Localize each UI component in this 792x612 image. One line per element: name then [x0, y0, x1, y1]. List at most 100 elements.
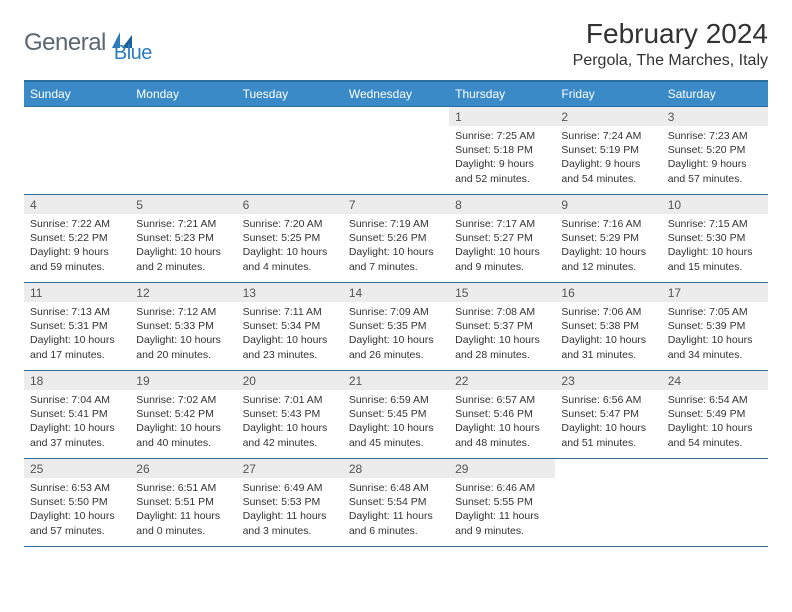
daylight-text: Daylight: 10 hours and 26 minutes. — [349, 333, 443, 361]
day-data: Sunrise: 7:05 AMSunset: 5:39 PMDaylight:… — [662, 302, 768, 366]
sunrise-text: Sunrise: 6:48 AM — [349, 481, 443, 495]
sunset-text: Sunset: 5:55 PM — [455, 495, 549, 509]
day-number: 3 — [662, 107, 768, 126]
location-label: Pergola, The Marches, Italy — [573, 52, 768, 70]
daylight-text: Daylight: 9 hours and 54 minutes. — [561, 157, 655, 185]
calendar-day-cell: 19 Sunrise: 7:02 AMSunset: 5:42 PMDayligh… — [130, 371, 236, 459]
day-number: 1 — [449, 107, 555, 126]
sunrise-text: Sunrise: 7:06 AM — [561, 305, 655, 319]
sunrise-text: Sunrise: 6:54 AM — [668, 393, 762, 407]
calendar-day-cell: .. — [662, 459, 768, 547]
weekday-header: Friday — [555, 81, 661, 107]
calendar-day-cell: 6Sunrise: 7:20 AMSunset: 5:25 PMDaylight… — [237, 195, 343, 283]
day-number: 25 — [24, 459, 130, 478]
sunrise-text: Sunrise: 6:59 AM — [349, 393, 443, 407]
daylight-text: Daylight: 10 hours and 42 minutes. — [243, 421, 337, 449]
calendar-day-cell: 1 Sunrise: 7:25 AMSunset: 5:18 PMDaylight… — [449, 107, 555, 195]
day-number: 7 — [343, 195, 449, 214]
sunrise-text: Sunrise: 7:02 AM — [136, 393, 230, 407]
weekday-header: Thursday — [449, 81, 555, 107]
sunrise-text: Sunrise: 7:11 AM — [243, 305, 337, 319]
sunrise-text: Sunrise: 7:20 AM — [243, 217, 337, 231]
sunset-text: Sunset: 5:20 PM — [668, 143, 762, 157]
sunset-text: Sunset: 5:43 PM — [243, 407, 337, 421]
calendar-day-cell: 10Sunrise: 7:15 AMSunset: 5:30 PMDayligh… — [662, 195, 768, 283]
day-number: 29 — [449, 459, 555, 478]
day-data: Sunrise: 7:19 AMSunset: 5:26 PMDaylight:… — [343, 214, 449, 278]
daylight-text: Daylight: 9 hours and 57 minutes. — [668, 157, 762, 185]
day-data: Sunrise: 6:56 AMSunset: 5:47 PMDaylight:… — [555, 390, 661, 454]
day-number: 14 — [343, 283, 449, 302]
sunset-text: Sunset: 5:19 PM — [561, 143, 655, 157]
day-data: Sunrise: 7:21 AMSunset: 5:23 PMDaylight:… — [130, 214, 236, 278]
calendar-day-cell: .. — [24, 107, 130, 195]
day-data: Sunrise: 7:04 AMSunset: 5:41 PMDaylight:… — [24, 390, 130, 454]
day-data: Sunrise: 7:11 AMSunset: 5:34 PMDaylight:… — [237, 302, 343, 366]
daylight-text: Daylight: 10 hours and 54 minutes. — [668, 421, 762, 449]
sunset-text: Sunset: 5:54 PM — [349, 495, 443, 509]
sunset-text: Sunset: 5:34 PM — [243, 319, 337, 333]
sunset-text: Sunset: 5:41 PM — [30, 407, 124, 421]
daylight-text: Daylight: 9 hours and 52 minutes. — [455, 157, 549, 185]
day-number: 26 — [130, 459, 236, 478]
day-data: Sunrise: 7:24 AMSunset: 5:19 PMDaylight:… — [555, 126, 661, 190]
calendar-day-cell: 15Sunrise: 7:08 AMSunset: 5:37 PMDayligh… — [449, 283, 555, 371]
sunset-text: Sunset: 5:49 PM — [668, 407, 762, 421]
calendar-day-cell: 9Sunrise: 7:16 AMSunset: 5:29 PMDaylight… — [555, 195, 661, 283]
sunset-text: Sunset: 5:47 PM — [561, 407, 655, 421]
day-data: Sunrise: 6:49 AMSunset: 5:53 PMDaylight:… — [237, 478, 343, 542]
calendar-week-row: ........1Sunrise: 7:25 AMSunset: 5:18 PM… — [24, 107, 768, 195]
day-number: 24 — [662, 371, 768, 390]
sunrise-text: Sunrise: 7:13 AM — [30, 305, 124, 319]
day-number: 28 — [343, 459, 449, 478]
sunset-text: Sunset: 5:18 PM — [455, 143, 549, 157]
daylight-text: Daylight: 10 hours and 37 minutes. — [30, 421, 124, 449]
day-number: 2 — [555, 107, 661, 126]
calendar-day-cell: 18Sunrise: 7:04 AMSunset: 5:41 PMDayligh… — [24, 371, 130, 459]
day-number: 19 — [130, 371, 236, 390]
sunset-text: Sunset: 5:39 PM — [668, 319, 762, 333]
calendar-day-cell: .. — [343, 107, 449, 195]
sunrise-text: Sunrise: 7:23 AM — [668, 129, 762, 143]
daylight-text: Daylight: 10 hours and 51 minutes. — [561, 421, 655, 449]
daylight-text: Daylight: 10 hours and 15 minutes. — [668, 245, 762, 273]
calendar-day-cell: 14Sunrise: 7:09 AMSunset: 5:35 PMDayligh… — [343, 283, 449, 371]
calendar-day-cell: 5Sunrise: 7:21 AMSunset: 5:23 PMDaylight… — [130, 195, 236, 283]
calendar-week-row: 18Sunrise: 7:04 AMSunset: 5:41 PMDayligh… — [24, 371, 768, 459]
sunset-text: Sunset: 5:23 PM — [136, 231, 230, 245]
calendar-day-cell: .. — [130, 107, 236, 195]
calendar-day-cell: 7Sunrise: 7:19 AMSunset: 5:26 PMDaylight… — [343, 195, 449, 283]
daylight-text: Daylight: 11 hours and 0 minutes. — [136, 509, 230, 537]
sunset-text: Sunset: 5:42 PM — [136, 407, 230, 421]
month-title: February 2024 — [573, 18, 768, 50]
day-data: Sunrise: 7:08 AMSunset: 5:37 PMDaylight:… — [449, 302, 555, 366]
sunrise-text: Sunrise: 7:22 AM — [30, 217, 124, 231]
sunset-text: Sunset: 5:22 PM — [30, 231, 124, 245]
weekday-header: Sunday — [24, 81, 130, 107]
logo-text-1: General — [24, 29, 106, 57]
daylight-text: Daylight: 10 hours and 31 minutes. — [561, 333, 655, 361]
day-number: 5 — [130, 195, 236, 214]
daylight-text: Daylight: 10 hours and 40 minutes. — [136, 421, 230, 449]
calendar-day-cell: 26Sunrise: 6:51 AMSunset: 5:51 PMDayligh… — [130, 459, 236, 547]
calendar-day-cell: 2Sunrise: 7:24 AMSunset: 5:19 PMDaylight… — [555, 107, 661, 195]
day-number: 8 — [449, 195, 555, 214]
sunrise-text: Sunrise: 7:01 AM — [243, 393, 337, 407]
sunrise-text: Sunrise: 7:24 AM — [561, 129, 655, 143]
daylight-text: Daylight: 10 hours and 45 minutes. — [349, 421, 443, 449]
day-number: 13 — [237, 283, 343, 302]
calendar-day-cell: 28Sunrise: 6:48 AMSunset: 5:54 PMDayligh… — [343, 459, 449, 547]
sunrise-text: Sunrise: 7:25 AM — [455, 129, 549, 143]
day-number: 23 — [555, 371, 661, 390]
calendar-week-row: 11Sunrise: 7:13 AMSunset: 5:31 PMDayligh… — [24, 283, 768, 371]
calendar-day-cell: 16Sunrise: 7:06 AMSunset: 5:38 PMDayligh… — [555, 283, 661, 371]
calendar-day-cell: 21Sunrise: 6:59 AMSunset: 5:45 PMDayligh… — [343, 371, 449, 459]
page-header: General Blue February 2024 Pergola, The … — [24, 18, 768, 70]
day-number: 9 — [555, 195, 661, 214]
logo-text-2: Blue — [114, 20, 152, 65]
day-data: Sunrise: 6:57 AMSunset: 5:46 PMDaylight:… — [449, 390, 555, 454]
weekday-header: Wednesday — [343, 81, 449, 107]
daylight-text: Daylight: 10 hours and 34 minutes. — [668, 333, 762, 361]
daylight-text: Daylight: 10 hours and 20 minutes. — [136, 333, 230, 361]
sunrise-text: Sunrise: 6:57 AM — [455, 393, 549, 407]
